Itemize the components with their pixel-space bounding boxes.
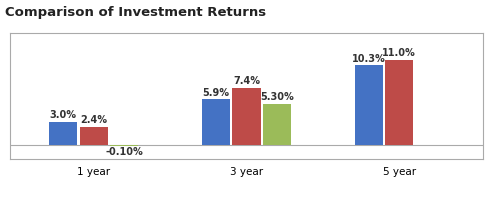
Text: 5.30%: 5.30% <box>260 92 294 102</box>
Text: 7.4%: 7.4% <box>233 76 260 86</box>
Bar <box>110 145 139 146</box>
Bar <box>354 65 383 145</box>
Bar <box>263 104 291 145</box>
Text: 3.0%: 3.0% <box>50 110 77 120</box>
Bar <box>233 88 260 145</box>
Bar <box>385 60 413 145</box>
Text: 5.9%: 5.9% <box>203 88 229 98</box>
Text: Comparison of Investment Returns: Comparison of Investment Returns <box>5 6 266 19</box>
Bar <box>202 99 230 145</box>
Text: -0.10%: -0.10% <box>106 147 143 157</box>
Bar <box>49 122 77 145</box>
Text: 11.0%: 11.0% <box>382 48 416 58</box>
Text: 2.4%: 2.4% <box>80 115 107 125</box>
Bar <box>80 126 108 145</box>
Text: 10.3%: 10.3% <box>352 54 386 64</box>
